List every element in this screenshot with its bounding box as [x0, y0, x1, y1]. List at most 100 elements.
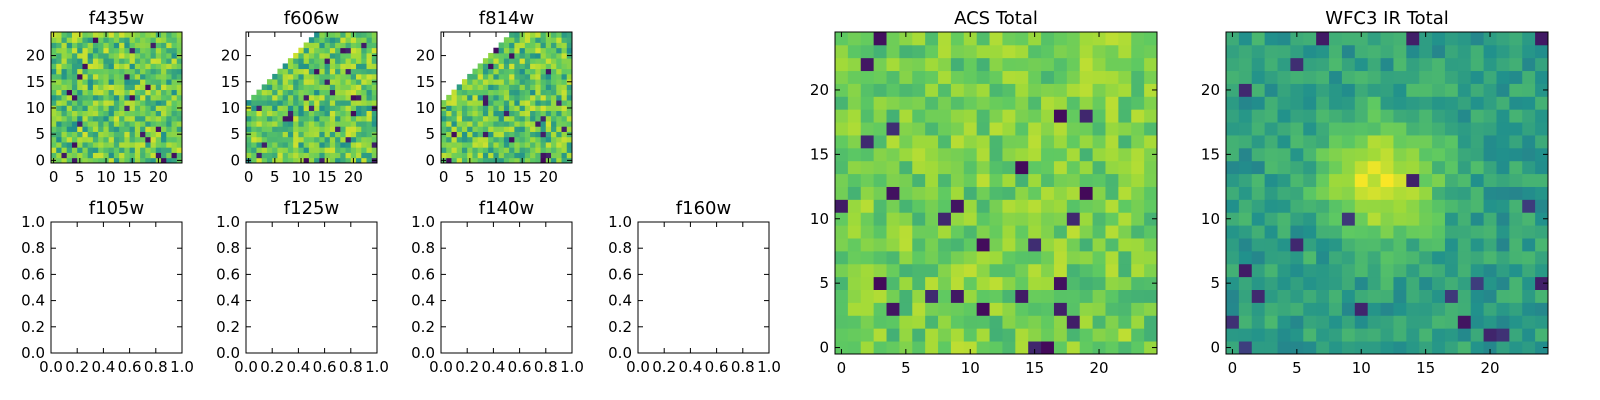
heatmap-cell	[366, 73, 373, 80]
heatmap-cell	[1444, 276, 1459, 290]
heatmap-cell	[361, 121, 367, 127]
heatmap-cell	[1419, 70, 1433, 84]
heatmap-cell	[92, 147, 99, 153]
heatmap-cell	[860, 70, 875, 84]
heatmap-cell	[61, 121, 68, 127]
heatmap-cell	[1496, 263, 1510, 278]
heatmap-cell	[1290, 302, 1304, 316]
heatmap-cell	[540, 110, 547, 117]
heatmap-cell	[514, 131, 520, 138]
heatmap-cell	[1509, 57, 1523, 72]
heatmap-cell	[71, 126, 78, 132]
heatmap-cell	[1341, 238, 1356, 252]
heatmap-cell	[1341, 315, 1356, 329]
heatmap-cell	[1316, 250, 1330, 265]
heatmap-cell	[1457, 315, 1472, 329]
heatmap-cell	[860, 96, 875, 110]
heatmap-cell	[1092, 238, 1106, 252]
heatmap-cell	[976, 315, 990, 329]
heatmap-cell	[530, 105, 536, 111]
heatmap-cell	[835, 32, 849, 46]
heatmap-cell	[1457, 70, 1472, 84]
heatmap-cell	[1290, 315, 1304, 329]
heatmap-cell	[1053, 341, 1068, 355]
heatmap-cell	[335, 105, 341, 111]
heatmap-cell	[524, 63, 531, 70]
heatmap-cell	[171, 79, 178, 85]
heatmap-cell	[1015, 32, 1029, 46]
heatmap-cell	[493, 121, 500, 127]
heatmap-cell	[899, 96, 913, 110]
heatmap-cell	[293, 115, 299, 122]
heatmap-cell	[371, 89, 378, 96]
heatmap-cell	[1041, 225, 1055, 239]
heatmap-cell	[477, 152, 484, 159]
heatmap-cell	[1226, 250, 1240, 265]
heatmap-cell	[886, 135, 900, 149]
heatmap-cell	[1457, 186, 1472, 200]
heatmap-cell	[340, 121, 346, 127]
heatmap-cell	[519, 73, 526, 80]
heatmap-cell	[488, 157, 494, 164]
heatmap-cell	[1393, 173, 1407, 187]
heatmap-cell	[176, 89, 183, 96]
heatmap-cell	[1131, 96, 1145, 110]
heatmap-cell	[119, 42, 125, 49]
heatmap-cell	[1144, 315, 1158, 329]
heatmap-cell	[298, 58, 305, 64]
heatmap-cell	[1496, 341, 1510, 355]
heatmap-cell	[303, 121, 310, 127]
heatmap-cell	[1457, 44, 1472, 59]
heatmap-cell	[847, 302, 862, 316]
heatmap-cell	[335, 142, 341, 148]
heatmap-cell	[540, 68, 547, 75]
heatmap-cell	[161, 32, 167, 38]
heatmap-cell	[1041, 289, 1055, 303]
heatmap-cell	[287, 142, 294, 148]
heatmap-cell	[509, 100, 515, 106]
heatmap-cell	[171, 63, 178, 70]
heatmap-cell	[98, 58, 104, 64]
heatmap-cell	[860, 238, 875, 252]
heatmap-cell	[467, 131, 473, 138]
heatmap-cell	[1092, 32, 1106, 46]
heatmap-cell	[1457, 122, 1472, 136]
heatmap-cell	[155, 79, 162, 85]
heatmap-cell	[366, 131, 373, 138]
heatmap-cell	[1144, 250, 1158, 265]
heatmap-cell	[251, 100, 257, 106]
heatmap-cell	[140, 58, 146, 64]
heatmap-cell	[1367, 238, 1381, 252]
heatmap-cell	[1118, 238, 1132, 252]
heatmap-cell	[493, 152, 500, 159]
heatmap-cell	[1226, 276, 1240, 290]
y-tick-label: 0.6	[21, 265, 45, 283]
heatmap-cell	[361, 94, 367, 101]
heatmap-cell	[514, 32, 520, 38]
heatmap-cell	[277, 142, 284, 148]
heatmap-cell	[366, 79, 373, 85]
heatmap-cell	[1118, 173, 1132, 187]
heatmap-cell	[261, 131, 268, 138]
heatmap-cell	[1303, 44, 1317, 59]
heatmap-cell	[166, 68, 172, 75]
heatmap-cell	[976, 289, 990, 303]
heatmap-cell	[503, 152, 510, 159]
heatmap-cell	[256, 115, 263, 122]
heatmap-cell	[1457, 32, 1472, 46]
heatmap-cell	[66, 47, 73, 54]
heatmap-cell	[1079, 289, 1093, 303]
heatmap-cell	[319, 68, 325, 75]
heatmap-cell	[176, 115, 183, 122]
heatmap-cell	[134, 89, 141, 96]
heatmap-cell	[251, 94, 257, 101]
heatmap-cell	[324, 84, 331, 91]
heatmap-cell	[98, 147, 104, 153]
heatmap-cell	[1341, 302, 1356, 316]
heatmap-cell	[1144, 302, 1158, 316]
heatmap-cell	[1066, 341, 1081, 355]
heatmap-cell	[1041, 109, 1055, 123]
heatmap-cell	[176, 73, 183, 80]
